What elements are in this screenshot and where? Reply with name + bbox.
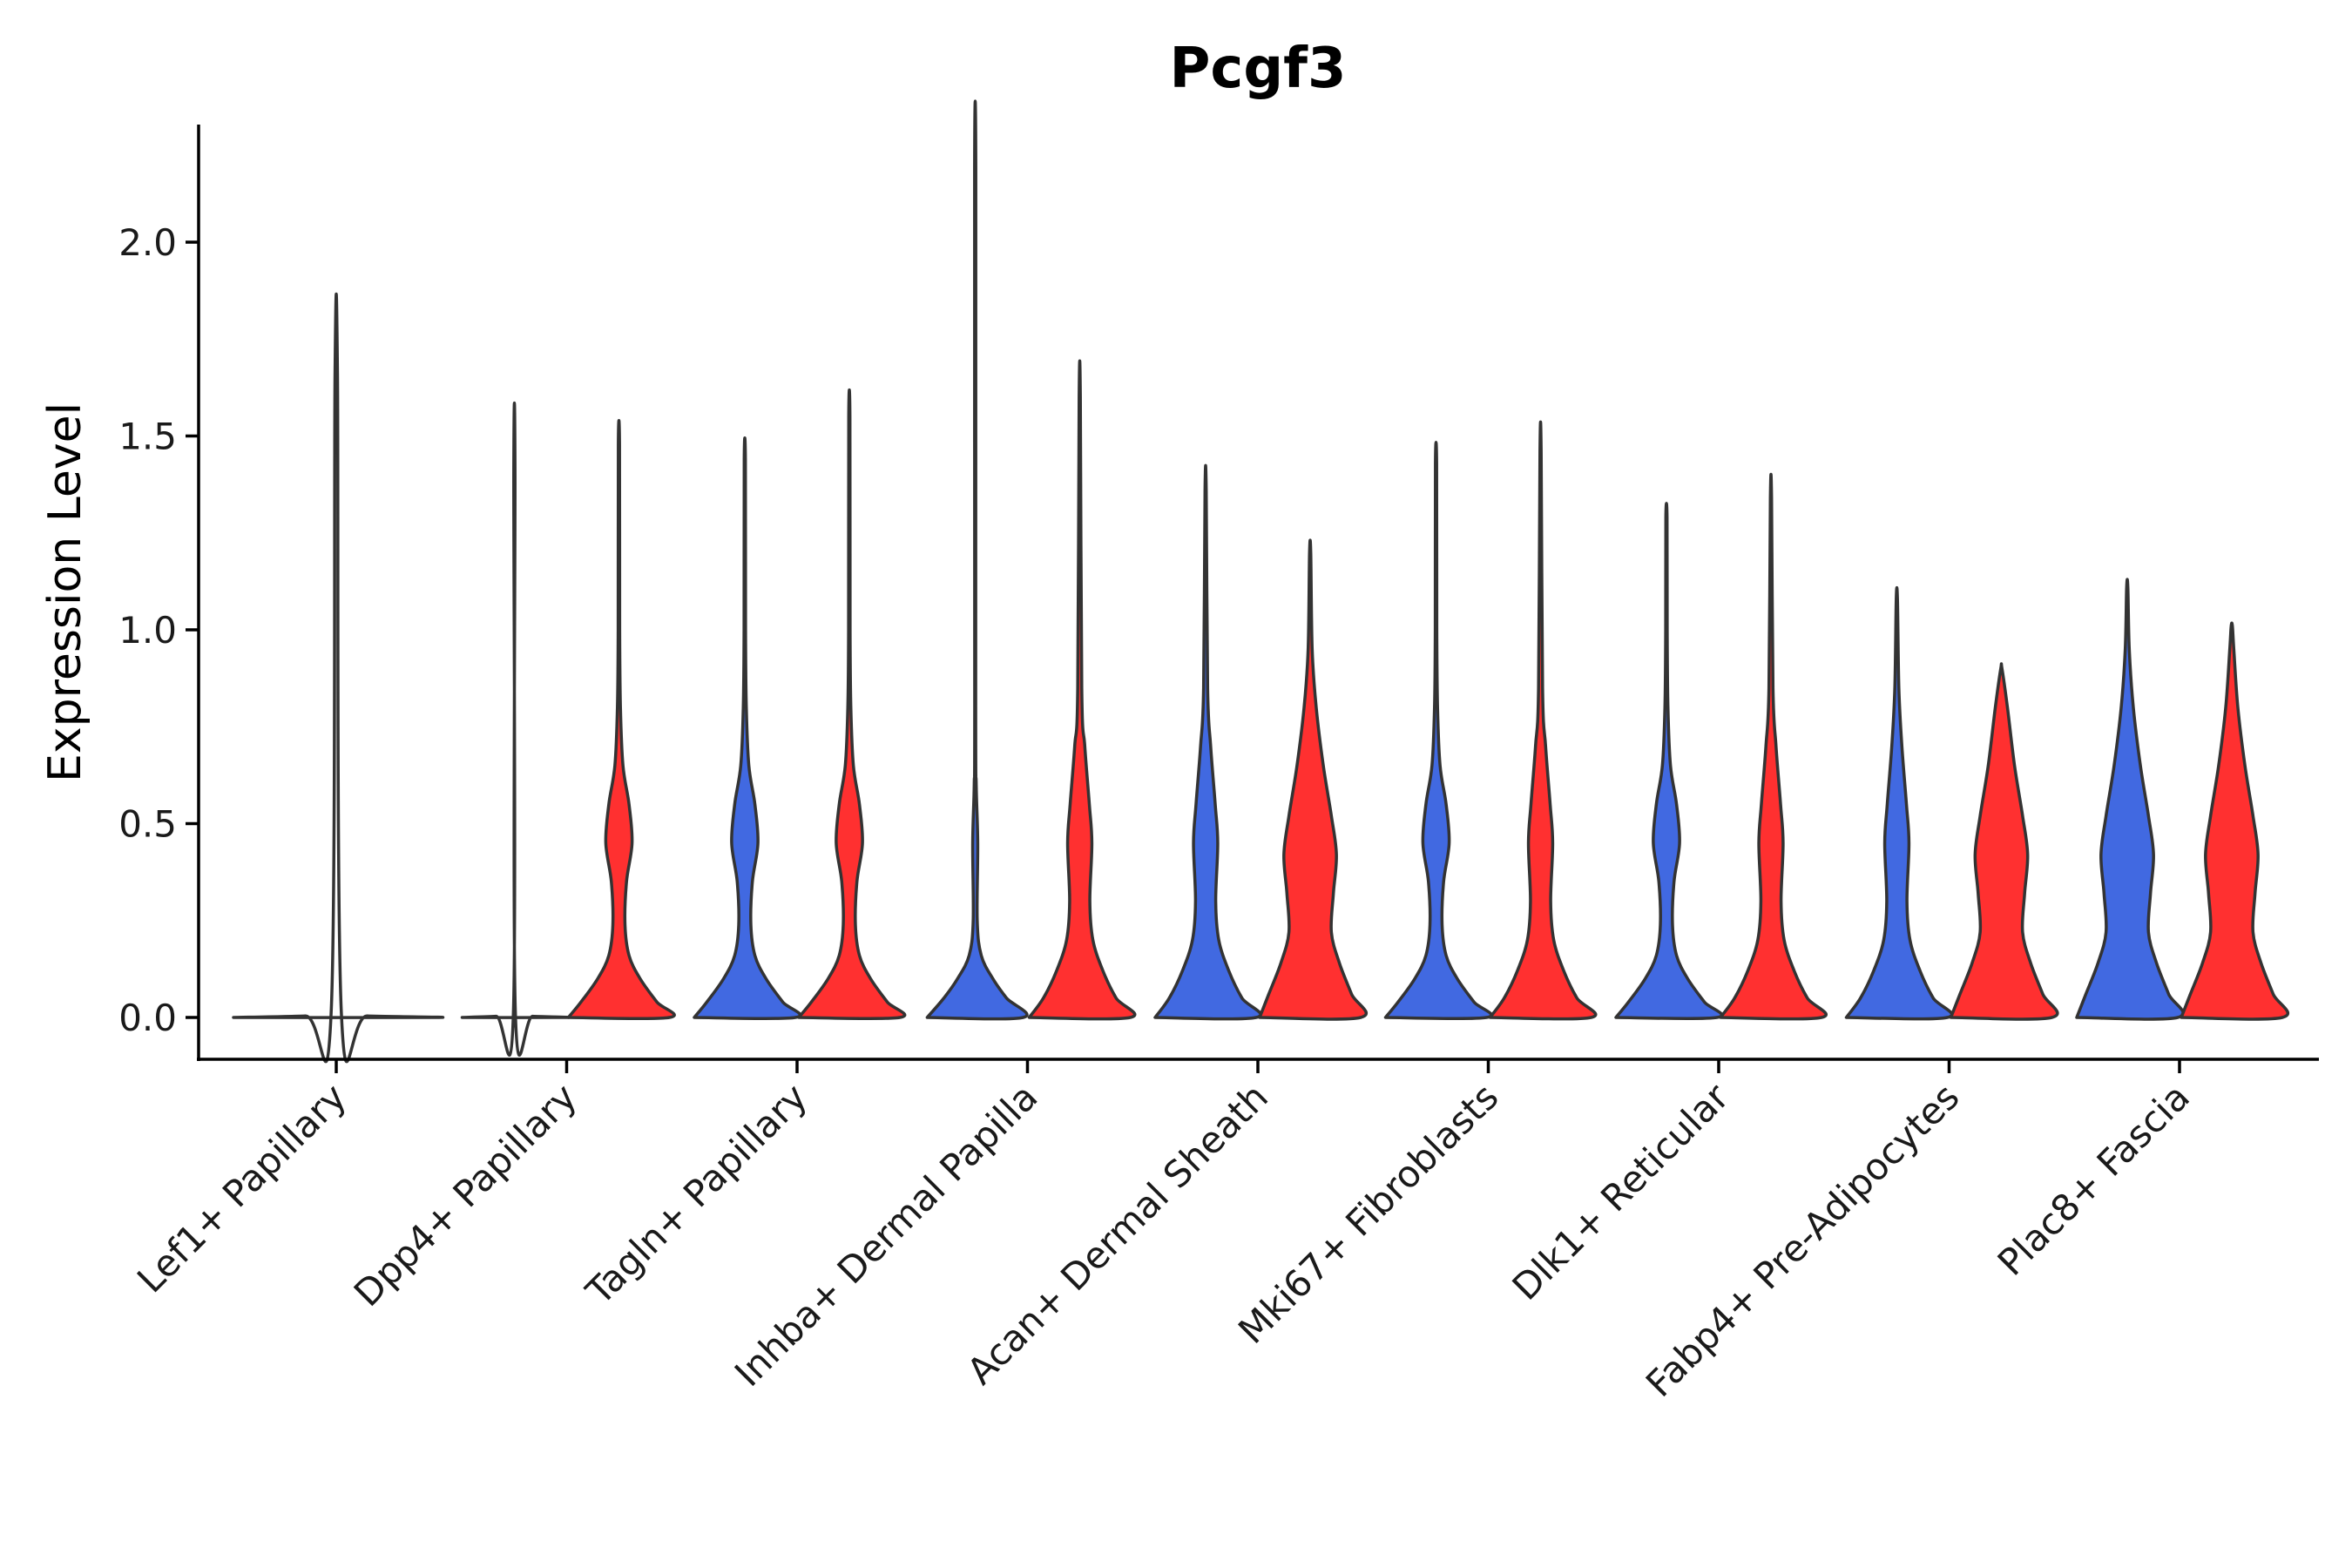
violin-group2 [1488, 420, 1598, 1021]
y-tick-label: 0.0 [118, 997, 177, 1039]
violin-group2 [797, 388, 907, 1021]
violin-group1 [232, 292, 444, 1064]
violin-group1 [925, 99, 1029, 1021]
y-tick-label: 0.5 [118, 803, 177, 846]
x-tick-label: Plac8+ Fascia [1990, 1075, 2198, 1283]
violin-group2 [566, 419, 676, 1021]
violin-group1 [1844, 585, 1954, 1021]
violin-group1 [1153, 464, 1262, 1021]
x-tick-label: Mki67+ Fibroblasts [1230, 1075, 1506, 1351]
violin-group1 [693, 436, 802, 1021]
y-tick-label: 2.0 [118, 221, 177, 264]
violin-group1 [2075, 578, 2186, 1021]
x-tick-label: Tagln+ Papillary [578, 1075, 815, 1313]
violin-group1 [460, 402, 571, 1058]
violin-group2 [2180, 621, 2290, 1021]
y-tick-label: 1.5 [118, 416, 177, 458]
violin-group2 [1719, 473, 1828, 1021]
violin-group2 [1027, 359, 1137, 1021]
x-tick-label: Dpp4+ Papillary [346, 1075, 585, 1315]
violin-group [232, 99, 2290, 1064]
violin-group2 [1258, 538, 1369, 1021]
y-tick-label: 1.0 [118, 609, 177, 652]
x-tick-label: Lef1+ Papillary [129, 1075, 355, 1301]
violin-group1 [1614, 502, 1724, 1021]
violin-group2 [1949, 662, 2059, 1021]
y-ticks: 0.0 0.5 1.0 1.5 2.0 [118, 221, 199, 1039]
y-axis-label: Expression Level [39, 402, 91, 782]
violin-group1 [1383, 441, 1493, 1021]
chart-title: Pcgf3 [1169, 37, 1346, 101]
x-tick-label: Dlk1+ Reticular [1504, 1075, 1738, 1308]
